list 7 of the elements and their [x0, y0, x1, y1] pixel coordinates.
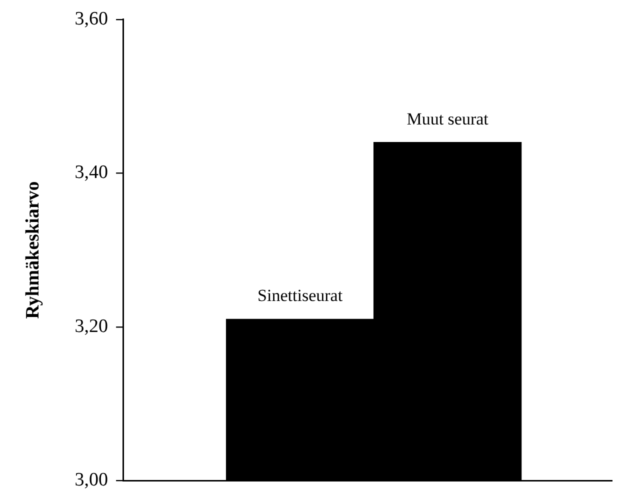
x-tick-label: Sinettiseurat: [258, 286, 343, 306]
y-axis-title: Ryhmäkeskiarvo: [22, 181, 44, 319]
y-tick-label: 3,00: [74, 470, 108, 491]
y-tick-label: 3,40: [74, 162, 108, 184]
y-tick-label: 3,60: [74, 8, 108, 30]
y-tick-label: 3,20: [74, 316, 108, 337]
x-tick-label: Muut seurat: [406, 109, 489, 128]
